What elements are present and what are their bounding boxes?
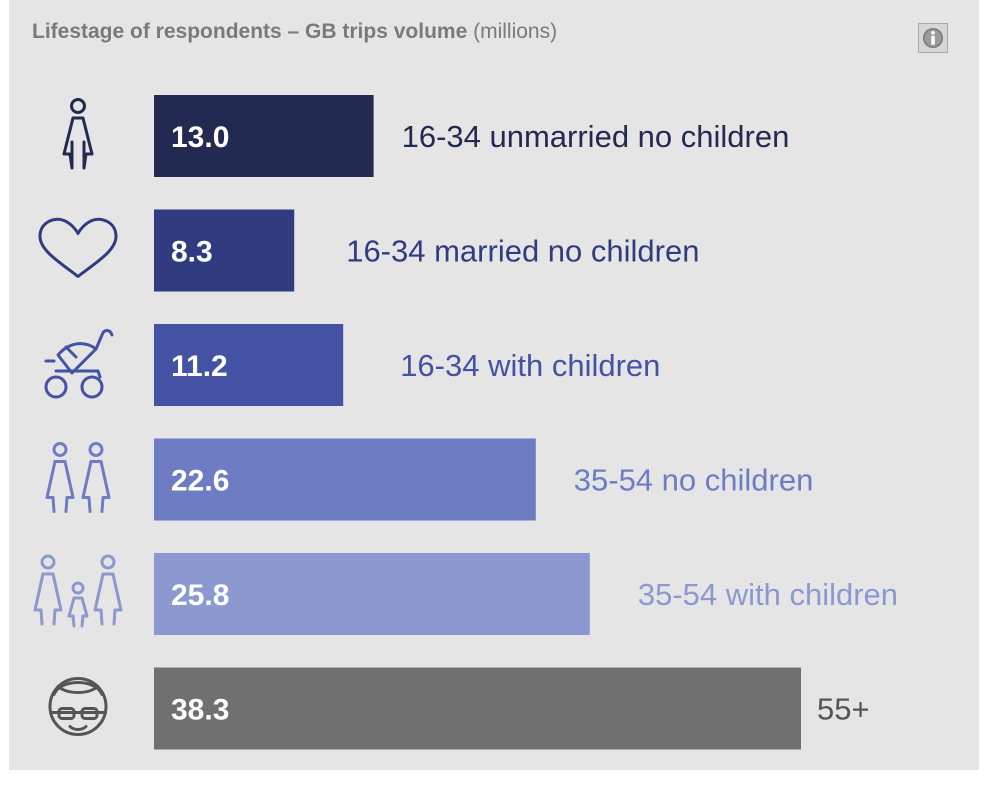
category-label: 16-34 with children — [400, 348, 660, 383]
info-icon — [923, 28, 943, 48]
category-label: 16-34 unmarried no children — [402, 119, 790, 154]
bar-value-label: 11.2 — [171, 350, 228, 383]
bar-2 — [154, 209, 295, 292]
heart-icon — [38, 217, 118, 278]
bar-6 — [154, 667, 801, 750]
person-icon — [62, 98, 94, 170]
category-label: 35-54 with children — [638, 577, 898, 612]
info-button[interactable] — [918, 23, 948, 53]
chart-title: Lifestage of respondents – GB trips volu… — [32, 20, 557, 44]
category-label: 35-54 no children — [574, 463, 814, 498]
bar-value-label: 22.6 — [171, 465, 229, 498]
chart-title-main: Lifestage of respondents – GB trips volu… — [32, 20, 468, 43]
stroller-icon — [44, 329, 114, 399]
category-label: 16-34 married no children — [346, 234, 699, 269]
bar-value-label: 25.8 — [171, 579, 229, 612]
bar-5 — [154, 553, 590, 635]
bar-value-label: 38.3 — [171, 694, 229, 727]
chart-title-unit: (millions) — [473, 20, 558, 43]
elderly-person-icon — [48, 677, 108, 736]
bar-value-label: 13.0 — [171, 121, 229, 154]
bar-1 — [154, 95, 374, 177]
family-icon — [33, 554, 123, 628]
category-label: 55+ — [817, 692, 870, 727]
bar-3 — [154, 324, 344, 406]
bar-value-label: 8.3 — [171, 236, 213, 269]
couple-icon — [45, 442, 111, 513]
bar-4 — [154, 438, 536, 521]
